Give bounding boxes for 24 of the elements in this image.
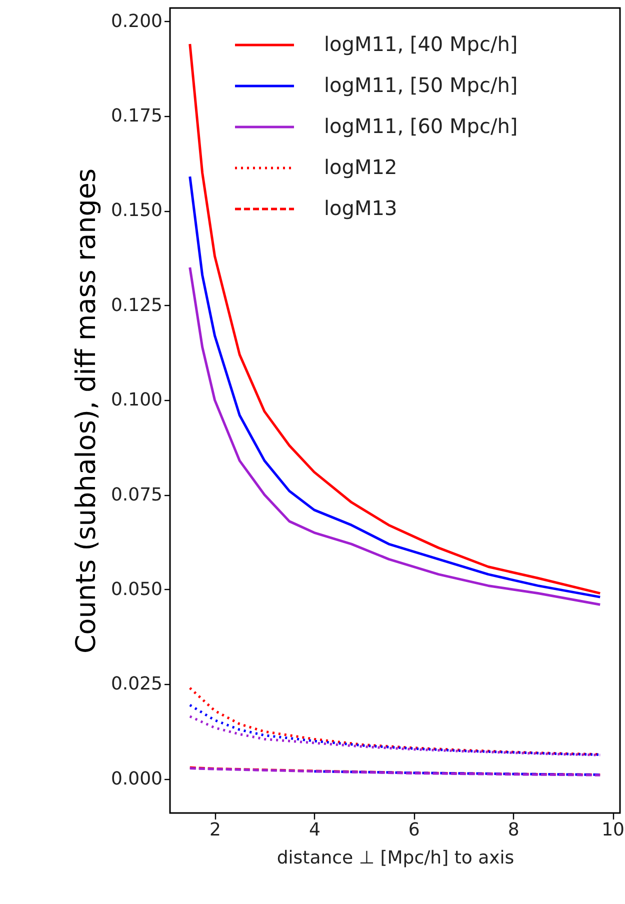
x-tick-label: 10 xyxy=(602,820,624,840)
x-tick-label: 8 xyxy=(508,820,520,840)
legend-label: logM12 xyxy=(324,155,398,179)
x-tick-label: 2 xyxy=(210,820,221,840)
line-series xyxy=(188,704,602,756)
y-tick-label: 0.200 xyxy=(110,10,162,32)
x-tick-label: 6 xyxy=(408,820,420,840)
legend-label: logM11, [50 Mpc/h] xyxy=(324,73,518,97)
x-tick-label: 4 xyxy=(308,820,320,840)
x-axis-title: distance ⊥ [Mpc/h] to axis xyxy=(276,848,514,868)
y-tick-label: 0.000 xyxy=(110,768,162,790)
legend-label: logM11, [40 Mpc/h] xyxy=(324,32,518,56)
y-tick-label: 0.075 xyxy=(110,484,162,506)
y-tick-label: 0.025 xyxy=(110,674,162,695)
y-tick-label: 0.150 xyxy=(110,200,162,222)
y-axis-title: Counts (subhalos), diff mass ranges xyxy=(70,168,102,654)
y-tick-label: 0.050 xyxy=(110,578,162,600)
y-tick-label: 0.175 xyxy=(110,105,162,126)
legend-label: logM13 xyxy=(324,196,398,220)
y-tick-label: 0.100 xyxy=(110,390,162,411)
line-series xyxy=(188,715,602,756)
line-series xyxy=(188,266,602,606)
y-tick-label: 0.125 xyxy=(110,294,162,316)
legend-label: logM11, [60 Mpc/h] xyxy=(324,114,518,138)
